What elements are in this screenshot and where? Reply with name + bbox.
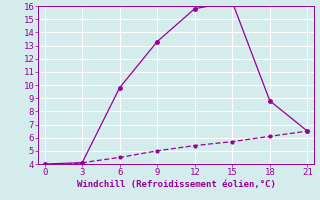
X-axis label: Windchill (Refroidissement éolien,°C): Windchill (Refroidissement éolien,°C): [76, 180, 276, 189]
